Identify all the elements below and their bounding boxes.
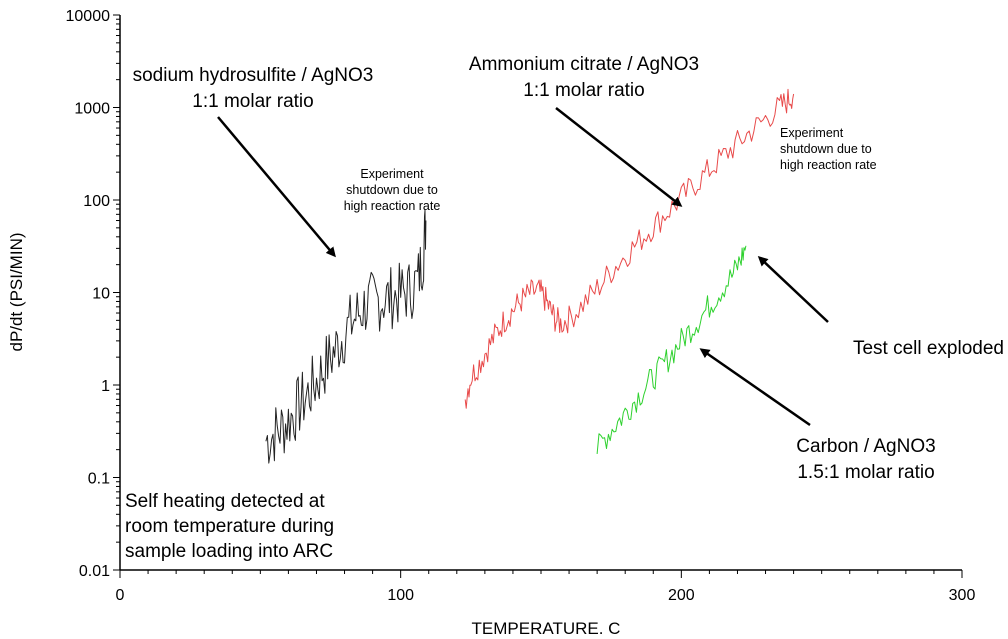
sodium-label-line2: 1:1 molar ratio	[192, 91, 313, 112]
y-tick-label: 1000	[74, 101, 110, 118]
x-tick-label: 200	[668, 587, 695, 604]
ammonium-label-line1: Ammonium citrate / AgNO3	[469, 54, 699, 75]
series-line-1	[265, 209, 427, 464]
y-ticks: 0.01 0.1 1 10 100 1000 10000	[66, 8, 120, 580]
y-tick-label: 10000	[66, 8, 111, 25]
series-line-2	[464, 88, 795, 409]
series-layer	[265, 88, 795, 464]
test-cell-label: Test cell exploded	[853, 338, 1004, 359]
y-tick-label: 0.01	[79, 563, 110, 580]
ammonium-arrow	[555, 107, 683, 207]
y-tick-label: 100	[83, 193, 110, 210]
shutdown-note-2-line3: high reaction rate	[780, 158, 877, 172]
series-line-3	[596, 245, 747, 454]
shutdown-note-1-line3: high reaction rate	[344, 199, 441, 213]
carbon-arrow	[699, 348, 811, 427]
self-heating-line1: Self heating detected at	[125, 491, 325, 512]
self-heating-line3: sample loading into ARC	[125, 541, 333, 562]
sodium-arrow	[217, 116, 336, 258]
x-tick-label: 100	[387, 587, 414, 604]
shutdown-note-2-line1: Experiment	[780, 126, 844, 140]
y-tick-label: 0.1	[88, 471, 110, 488]
y-tick-label: 10	[92, 286, 110, 303]
self-heating-line2: room temperature during	[125, 516, 334, 537]
carbon-label-line1: Carbon / AgNO3	[796, 436, 935, 457]
sodium-label-line1: sodium hydrosulfite / AgNO3	[133, 65, 374, 86]
test-cell-arrow	[757, 255, 829, 323]
x-tick-label: 300	[949, 587, 976, 604]
carbon-label-line2: 1.5:1 molar ratio	[797, 462, 934, 483]
ammonium-label-line2: 1:1 molar ratio	[523, 80, 644, 101]
shutdown-note-2-line2: shutdown due to	[780, 142, 872, 156]
y-tick-label: 1	[101, 378, 110, 395]
x-ticks: 0 100 200 300	[116, 570, 976, 604]
shutdown-note-1-line1: Experiment	[360, 167, 424, 181]
y-axis-title: dP/dt (PSI/MIN)	[7, 232, 26, 351]
x-axis-title: TEMPERATURE. C	[472, 619, 621, 638]
x-tick-label: 0	[116, 587, 125, 604]
shutdown-note-1-line2: shutdown due to	[346, 183, 438, 197]
